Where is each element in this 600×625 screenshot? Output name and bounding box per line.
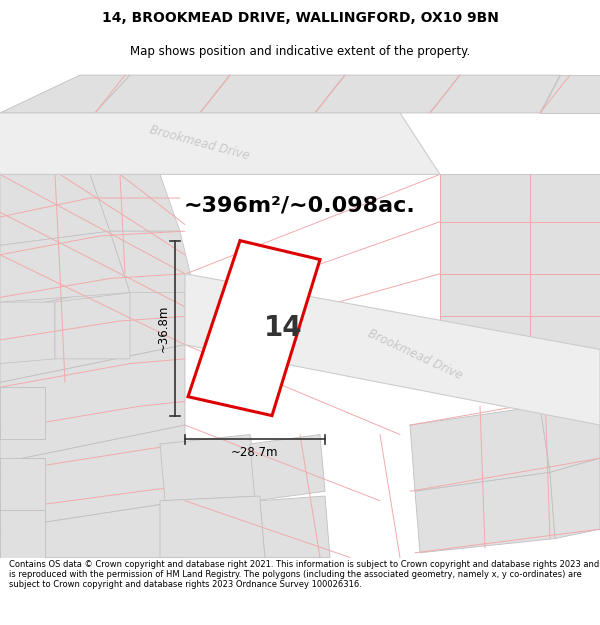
Polygon shape — [595, 425, 600, 501]
Polygon shape — [0, 302, 55, 364]
Polygon shape — [260, 496, 330, 558]
Polygon shape — [200, 75, 345, 113]
Polygon shape — [0, 274, 185, 382]
Polygon shape — [595, 425, 600, 501]
Polygon shape — [250, 434, 325, 501]
Polygon shape — [0, 174, 185, 311]
Polygon shape — [530, 174, 600, 274]
Text: Map shows position and indicative extent of the property.: Map shows position and indicative extent… — [130, 45, 470, 58]
Polygon shape — [440, 174, 530, 274]
Polygon shape — [188, 241, 320, 416]
Polygon shape — [0, 113, 440, 174]
Polygon shape — [0, 458, 45, 510]
Polygon shape — [0, 510, 45, 558]
Text: ~36.8m: ~36.8m — [157, 304, 170, 352]
Polygon shape — [0, 501, 185, 558]
Text: Brookmead Drive: Brookmead Drive — [365, 326, 464, 382]
Polygon shape — [0, 344, 185, 463]
Polygon shape — [530, 274, 600, 349]
Polygon shape — [55, 292, 130, 359]
Polygon shape — [540, 75, 600, 113]
Polygon shape — [430, 75, 560, 113]
Polygon shape — [160, 496, 265, 558]
Polygon shape — [185, 274, 600, 425]
Polygon shape — [315, 75, 460, 113]
Text: ~396m²/~0.098ac.: ~396m²/~0.098ac. — [184, 196, 416, 216]
Polygon shape — [0, 388, 45, 439]
Text: 14: 14 — [263, 314, 302, 342]
Polygon shape — [95, 75, 230, 113]
Text: Contains OS data © Crown copyright and database right 2021. This information is : Contains OS data © Crown copyright and d… — [9, 559, 599, 589]
Polygon shape — [0, 425, 185, 529]
Polygon shape — [0, 75, 130, 113]
Polygon shape — [550, 458, 600, 539]
Polygon shape — [415, 472, 555, 552]
Polygon shape — [540, 392, 600, 472]
Polygon shape — [0, 174, 110, 246]
Polygon shape — [0, 231, 130, 302]
Polygon shape — [90, 174, 180, 231]
Polygon shape — [110, 231, 195, 292]
Text: ~28.7m: ~28.7m — [231, 446, 279, 459]
Polygon shape — [160, 434, 260, 501]
Text: 14, BROOKMEAD DRIVE, WALLINGFORD, OX10 9BN: 14, BROOKMEAD DRIVE, WALLINGFORD, OX10 9… — [101, 11, 499, 26]
Text: Brookmead Drive: Brookmead Drive — [149, 124, 251, 162]
Polygon shape — [410, 406, 550, 491]
Polygon shape — [440, 274, 530, 349]
